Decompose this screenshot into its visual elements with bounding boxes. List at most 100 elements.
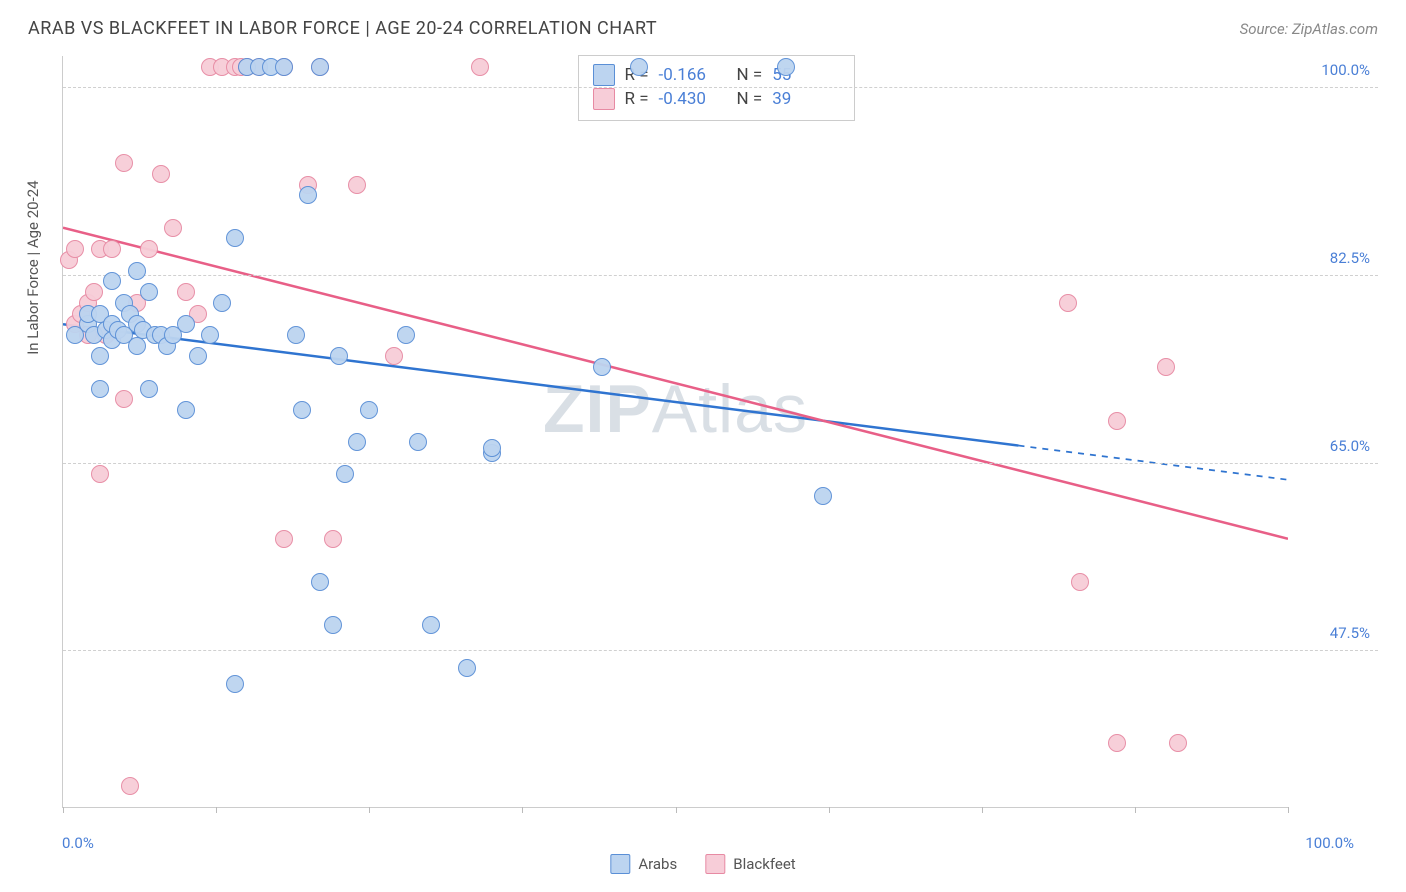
data-point — [103, 272, 121, 290]
y-tick-label: 82.5% — [1330, 249, 1370, 267]
watermark-zip: ZIP — [543, 371, 652, 447]
data-point — [630, 58, 648, 76]
x-tick — [216, 807, 217, 813]
stats-row: R = -0.430 N = 39 — [593, 88, 841, 110]
data-point — [66, 240, 84, 258]
data-point — [324, 616, 342, 634]
data-point — [128, 262, 146, 280]
data-point — [140, 283, 158, 301]
data-point — [91, 380, 109, 398]
y-tick-label: 65.0% — [1330, 437, 1370, 455]
data-point — [1059, 294, 1077, 312]
x-tick — [982, 807, 983, 813]
data-point — [213, 294, 231, 312]
data-point — [226, 229, 244, 247]
data-point — [483, 439, 501, 457]
n-label: N = — [737, 89, 763, 109]
gridline — [63, 87, 1378, 88]
data-point — [177, 283, 195, 301]
x-tick — [369, 807, 370, 813]
x-tick — [1135, 807, 1136, 813]
gridline — [63, 275, 1378, 276]
data-point — [348, 433, 366, 451]
data-point — [1169, 734, 1187, 752]
data-point — [121, 777, 139, 795]
trend-lines — [63, 56, 1288, 807]
data-point — [140, 380, 158, 398]
data-point — [85, 283, 103, 301]
legend-item: Blackfeet — [705, 854, 795, 874]
x-tick — [676, 807, 677, 813]
y-axis-label: In Labor Force | Age 20-24 — [24, 180, 42, 354]
data-point — [103, 240, 121, 258]
data-point — [397, 326, 415, 344]
data-point — [324, 530, 342, 548]
data-point — [140, 240, 158, 258]
data-point — [458, 659, 476, 677]
x-tick — [829, 807, 830, 813]
data-point — [128, 337, 146, 355]
r-value: -0.166 — [659, 65, 727, 85]
data-point — [409, 433, 427, 451]
y-tick-label: 100.0% — [1321, 61, 1370, 79]
data-point — [1157, 358, 1175, 376]
chart-source: Source: ZipAtlas.com — [1240, 20, 1378, 38]
gridline — [63, 463, 1378, 464]
data-point — [1108, 734, 1126, 752]
legend-label: Arabs — [638, 855, 677, 873]
legend-swatch — [705, 854, 725, 874]
y-tick-label: 47.5% — [1330, 624, 1370, 642]
data-point — [177, 315, 195, 333]
data-point — [287, 326, 305, 344]
legend: Arabs Blackfeet — [610, 854, 795, 874]
legend-item: Arabs — [610, 854, 677, 874]
data-point — [293, 401, 311, 419]
data-point — [814, 487, 832, 505]
data-point — [471, 58, 489, 76]
legend-label: Blackfeet — [733, 855, 795, 873]
data-point — [226, 675, 244, 693]
data-point — [422, 616, 440, 634]
watermark-atlas: Atlas — [652, 371, 808, 447]
data-point — [275, 530, 293, 548]
data-point — [311, 573, 329, 591]
x-tick — [63, 807, 64, 813]
x-axis-min-label: 0.0% — [62, 834, 94, 852]
series-swatch — [593, 64, 615, 86]
gridline — [63, 650, 1378, 651]
data-point — [330, 347, 348, 365]
data-point — [593, 358, 611, 376]
chart-title: ARAB VS BLACKFEET IN LABOR FORCE | AGE 2… — [28, 18, 657, 39]
x-axis-max-label: 100.0% — [1305, 834, 1354, 852]
data-point — [189, 347, 207, 365]
chart-header: ARAB VS BLACKFEET IN LABOR FORCE | AGE 2… — [0, 0, 1406, 49]
data-point — [336, 465, 354, 483]
n-value: 39 — [772, 89, 840, 109]
data-point — [177, 401, 195, 419]
scatter-plot: ZIPAtlas R =-0.166N =55R =-0.430N =39 47… — [62, 56, 1288, 808]
x-tick — [522, 807, 523, 813]
data-point — [299, 186, 317, 204]
data-point — [152, 165, 170, 183]
data-point — [385, 347, 403, 365]
data-point — [115, 390, 133, 408]
data-point — [275, 58, 293, 76]
series-swatch — [593, 88, 615, 110]
data-point — [91, 465, 109, 483]
data-point — [91, 347, 109, 365]
data-point — [311, 58, 329, 76]
x-tick — [1288, 807, 1289, 813]
legend-swatch — [610, 854, 630, 874]
data-point — [1108, 412, 1126, 430]
chart-area: In Labor Force | Age 20-24 ZIPAtlas R =-… — [30, 56, 1378, 828]
data-point — [1071, 573, 1089, 591]
data-point — [777, 58, 795, 76]
data-point — [348, 176, 366, 194]
n-label: N = — [737, 65, 763, 85]
data-point — [115, 154, 133, 172]
data-point — [360, 401, 378, 419]
r-value: -0.430 — [659, 89, 727, 109]
data-point — [164, 219, 182, 237]
data-point — [201, 326, 219, 344]
r-label: R = — [625, 89, 649, 109]
